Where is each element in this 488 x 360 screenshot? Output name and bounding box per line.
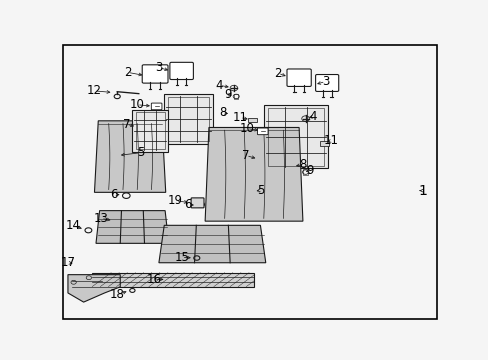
Text: 10: 10: [239, 122, 254, 135]
Bar: [264, 105, 327, 168]
Text: 17: 17: [61, 256, 75, 269]
FancyBboxPatch shape: [257, 128, 267, 135]
Bar: [164, 94, 212, 144]
Polygon shape: [205, 127, 302, 221]
FancyBboxPatch shape: [169, 62, 193, 80]
FancyBboxPatch shape: [191, 198, 203, 208]
FancyBboxPatch shape: [151, 103, 162, 110]
Text: 10: 10: [129, 98, 144, 111]
Text: 6: 6: [184, 198, 191, 211]
Bar: [92, 273, 254, 287]
Text: 3: 3: [321, 75, 328, 88]
Text: 14: 14: [65, 219, 81, 232]
Text: 11: 11: [232, 111, 247, 124]
Text: 8: 8: [219, 106, 226, 119]
Text: 19: 19: [168, 194, 183, 207]
Text: 6: 6: [110, 188, 118, 201]
Text: 15: 15: [174, 251, 189, 264]
Text: 4: 4: [215, 79, 223, 92]
Text: 8: 8: [299, 158, 306, 171]
Bar: [168, 97, 208, 141]
Text: 3: 3: [155, 61, 162, 74]
Bar: [132, 110, 168, 152]
Text: 7: 7: [242, 149, 249, 162]
Text: 16: 16: [146, 273, 161, 286]
FancyBboxPatch shape: [142, 65, 168, 83]
FancyBboxPatch shape: [315, 75, 338, 91]
Text: 4: 4: [309, 110, 316, 123]
Text: 13: 13: [93, 212, 108, 225]
Bar: [267, 108, 323, 166]
Text: 2: 2: [274, 67, 281, 80]
Text: 5: 5: [137, 146, 144, 159]
Bar: [303, 169, 307, 175]
Text: 7: 7: [122, 118, 130, 131]
Text: 11: 11: [323, 134, 338, 147]
Text: 18: 18: [109, 288, 124, 301]
Text: 2: 2: [123, 66, 131, 79]
Polygon shape: [96, 211, 168, 243]
Bar: [319, 141, 328, 146]
Text: 5: 5: [257, 184, 264, 197]
Text: 9: 9: [306, 164, 314, 177]
Text: 9: 9: [224, 88, 231, 101]
Polygon shape: [159, 225, 265, 263]
Polygon shape: [94, 121, 165, 192]
Text: 12: 12: [87, 84, 102, 97]
Polygon shape: [68, 275, 120, 302]
Text: 1: 1: [418, 184, 427, 198]
Bar: [136, 112, 164, 149]
Bar: [247, 118, 257, 122]
FancyBboxPatch shape: [286, 69, 310, 86]
Bar: [233, 94, 238, 99]
